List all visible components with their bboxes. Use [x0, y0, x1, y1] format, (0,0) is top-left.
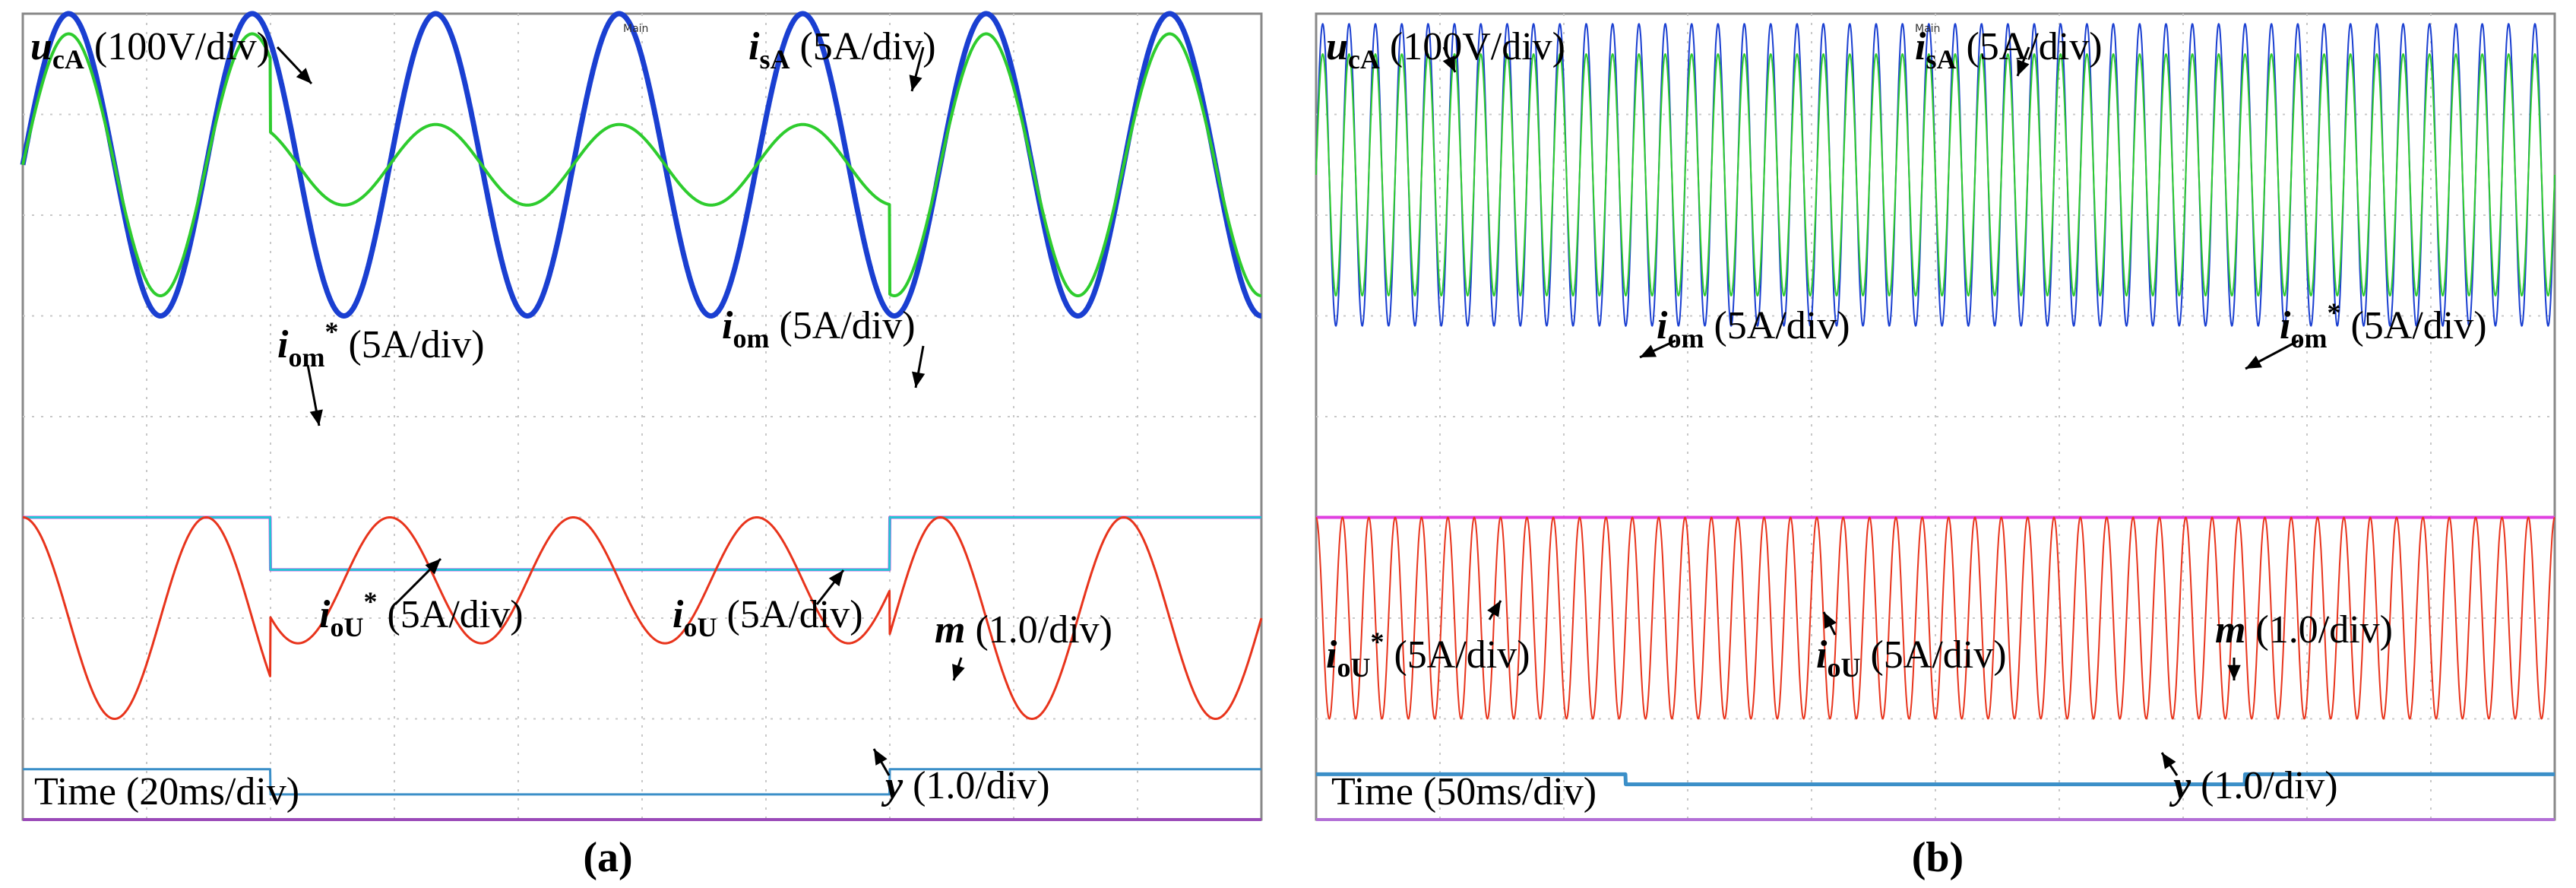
trace-m	[1315, 772, 2556, 787]
arrowhead-iom	[1640, 344, 1657, 357]
panel-b-labels: ucA (100V/div) isA (5A/div) iom (5A/div) io…	[1326, 25, 2487, 813]
panel-b-caption: (b)	[1912, 834, 1964, 881]
label-isA: isA (5A/div)	[1915, 25, 2103, 75]
trace-iom	[22, 516, 1262, 571]
trace-ucA	[20, 11, 1264, 319]
arrowhead-m	[952, 664, 965, 680]
label-iom: iom (5A/div)	[1657, 304, 1850, 354]
arrowhead-iom-ref	[2245, 355, 2262, 369]
arrowhead-y	[2162, 753, 2176, 769]
arrowhead-iom-ref	[309, 409, 323, 426]
panel-a-traces	[20, 11, 1264, 821]
label-iom-ref: iom* (5A/div)	[2280, 297, 2487, 354]
label-ioU-ref: ioU* (5A/div)	[319, 586, 524, 642]
label-ioU: ioU (5A/div)	[672, 593, 863, 642]
trace-isA	[1315, 53, 2555, 297]
trace-ioU	[1315, 516, 2555, 720]
arrowhead-y	[874, 749, 888, 766]
arrowhead-isA	[2017, 59, 2030, 76]
arrowhead-ucA	[296, 68, 312, 84]
arrowhead-ioU	[828, 570, 843, 587]
label-ioU: ioU (5A/div)	[1816, 633, 2007, 683]
panel-a-grid	[23, 14, 1261, 820]
time-scale-label: Time (20ms/div)	[34, 770, 299, 813]
panel-b: Main ucA (100V/div) isA (5A/div) iom (5A/d…	[1315, 12, 2556, 881]
label-iom-ref: iom* (5A/div)	[277, 316, 485, 373]
label-y: y (1.0/div)	[881, 764, 1050, 807]
arrowhead-iom	[912, 371, 926, 388]
label-iom: iom (5A/div)	[722, 304, 916, 354]
arrowhead-ioU	[1824, 612, 1837, 629]
label-y: y (1.0/div)	[2169, 764, 2338, 807]
trace-m	[22, 768, 1262, 796]
arrowhead-ioU-ref	[425, 559, 441, 575]
panel-a-caption: (a)	[583, 834, 632, 881]
panel-a: Main ucA (100V/div) isA (5A/div) iom* (5A/…	[20, 11, 1264, 881]
panel-a-scope-label: Main	[623, 23, 648, 35]
arrowhead-isA	[909, 75, 922, 91]
panel-b-scope-label: Main	[1915, 23, 1940, 35]
panel-b-traces	[1315, 23, 2556, 821]
trace-ioU	[22, 516, 1263, 720]
label-m: m (1.0/div)	[935, 608, 1112, 652]
arrowhead-ucA	[1442, 56, 1455, 72]
label-isA: isA (5A/div)	[748, 25, 936, 75]
label-ucA: ucA (100V/div)	[1326, 25, 1565, 75]
time-scale-label: Time (50ms/div)	[1331, 770, 1597, 813]
label-ioU-ref: ioU* (5A/div)	[1326, 626, 1530, 683]
panel-a-labels: ucA (100V/div) isA (5A/div) iom* (5A/div) i…	[30, 25, 1112, 813]
label-m: m (1.0/div)	[2215, 608, 2393, 652]
arrowhead-ioU-ref	[1487, 601, 1501, 617]
trace-isA	[21, 32, 1263, 297]
arrowhead-m	[2227, 664, 2241, 680]
label-ucA: ucA (100V/div)	[30, 25, 270, 75]
